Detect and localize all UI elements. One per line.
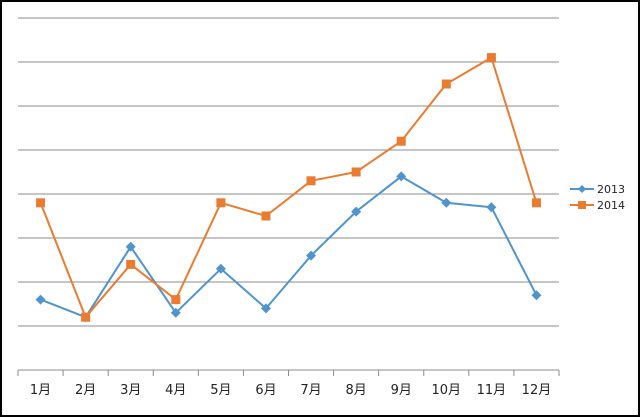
data-point-2013 — [215, 263, 226, 274]
x-axis: 1月 2月 3月 4月 5月 6月 7月 8月 9月 10月 11月 12月 — [17, 369, 560, 398]
legend: 2013 2014 — [570, 183, 625, 212]
x-tick-label: 6月 — [255, 383, 276, 398]
data-point-2014 — [351, 167, 361, 177]
legend-label-2014: 2014 — [597, 199, 625, 212]
x-tick-label: 3月 — [120, 383, 141, 398]
gridlines — [18, 17, 559, 327]
x-tick-label: 10月 — [432, 383, 462, 398]
data-point-2013 — [441, 197, 452, 208]
data-point-2014 — [261, 211, 271, 221]
x-tick-label: 4月 — [165, 383, 186, 398]
series-line-2014 — [39, 56, 538, 319]
data-point-2014 — [81, 312, 91, 322]
legend-marker-2013 — [578, 185, 586, 193]
legend-marker-2014 — [578, 201, 586, 209]
data-point-2013 — [35, 294, 46, 305]
x-tick-label: 9月 — [391, 383, 412, 398]
x-tick-label: 1月 — [30, 383, 51, 398]
series-line-2013 — [40, 175, 538, 319]
x-tick-label: 12月 — [522, 383, 552, 398]
data-point-2013 — [306, 250, 317, 261]
data-point-2013 — [260, 303, 271, 314]
data-point-2014 — [126, 259, 136, 269]
data-point-2013 — [396, 171, 407, 182]
data-point-2014 — [306, 176, 316, 186]
x-tick-label: 2月 — [75, 383, 96, 398]
x-tick-label: 7月 — [300, 383, 321, 398]
data-point-2013 — [170, 307, 181, 318]
data-point-2014 — [396, 136, 406, 146]
data-point-2013 — [486, 202, 497, 213]
x-tick-label: 8月 — [345, 383, 366, 398]
x-tick-label: 11月 — [477, 383, 507, 398]
data-point-2014 — [531, 198, 541, 208]
data-point-2014 — [486, 53, 496, 63]
data-point-2014 — [441, 79, 451, 89]
x-tick-label: 5月 — [210, 383, 231, 398]
data-point-2014 — [36, 198, 46, 208]
data-point-2014 — [171, 295, 181, 305]
series-group — [35, 53, 542, 323]
data-point-2013 — [351, 206, 362, 217]
data-point-2014 — [216, 198, 226, 208]
legend-label-2013: 2013 — [597, 183, 625, 196]
data-point-2013 — [531, 290, 542, 301]
